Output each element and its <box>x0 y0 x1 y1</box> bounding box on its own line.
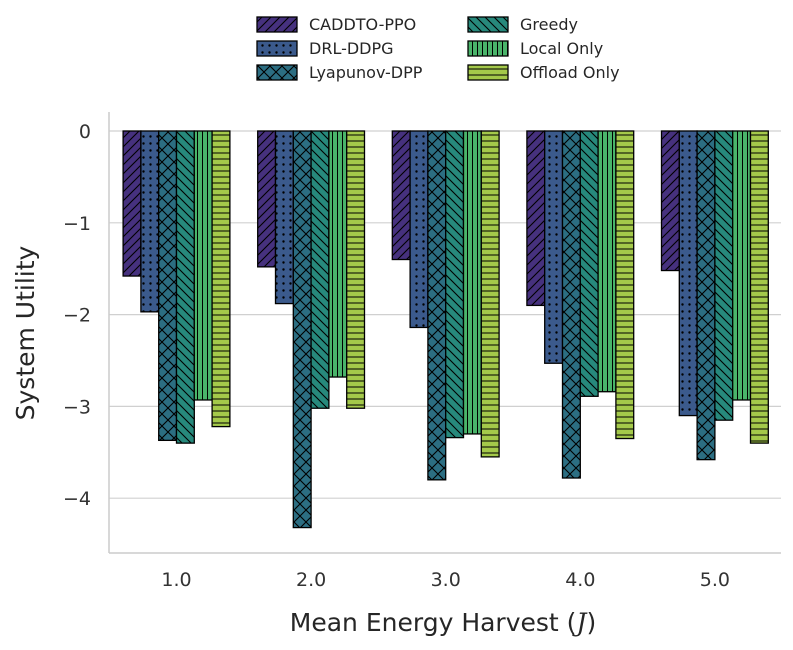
bar-offload-only-2-0 <box>347 131 365 408</box>
bar-offload-only-4-0 <box>616 131 634 439</box>
bar-caddto-ppo-3-0 <box>392 131 410 260</box>
legend-label: Local Only <box>520 39 603 58</box>
bar-drl-ddpg-3-0 <box>410 131 428 327</box>
legend-item-caddto-ppo: CADDTO-PPO <box>257 15 416 34</box>
legend-item-offload-only: Offload Only <box>468 63 620 82</box>
x-tick-label-0: 1.0 <box>161 569 191 591</box>
bar-drl-ddpg-2-0 <box>276 131 294 304</box>
y-tick-label-4: −4 <box>63 488 91 510</box>
x-tick-label-1: 2.0 <box>296 569 326 591</box>
bar-lyapunov-dpp-4-0 <box>563 131 581 478</box>
bar-lyapunov-dpp-1-0 <box>159 131 177 440</box>
bar-local-only-1-0 <box>194 131 212 400</box>
bar-greedy-3-0 <box>446 131 464 438</box>
y-tick-label-2: −2 <box>63 305 91 327</box>
legend-label: Greedy <box>520 15 578 34</box>
bar-local-only-4-0 <box>598 131 616 392</box>
bar-caddto-ppo-5-0 <box>662 131 680 271</box>
bar-caddto-ppo-2-0 <box>258 131 276 267</box>
legend-label: CADDTO-PPO <box>309 15 416 34</box>
bar-local-only-5-0 <box>733 131 751 400</box>
x-axis-title-main: Mean Energy Harvest ( <box>290 608 577 637</box>
x-axis-title: Mean Energy Harvest (J) <box>290 608 596 637</box>
legend-item-local-only: Local Only <box>468 39 603 58</box>
bar-drl-ddpg-4-0 <box>545 131 563 363</box>
bar-local-only-2-0 <box>329 131 347 377</box>
chart-canvas: 0 −1 −2 −3 −4 1.0 2.0 3.0 4.0 5.0 Mean Energy Har… <box>0 0 793 650</box>
x-tick-label-2: 3.0 <box>431 569 461 591</box>
bar-lyapunov-dpp-3-0 <box>428 131 446 480</box>
bar-greedy-1-0 <box>177 131 195 443</box>
legend-item-greedy: Greedy <box>468 15 578 34</box>
legend-label: Lyapunov-DPP <box>309 63 423 82</box>
bar-caddto-ppo-4-0 <box>527 131 545 305</box>
legend-label: DRL-DDPG <box>309 39 394 58</box>
bar-offload-only-1-0 <box>212 131 230 427</box>
y-tick-label-1: −1 <box>63 213 91 235</box>
bar-drl-ddpg-5-0 <box>679 131 697 416</box>
bar-local-only-3-0 <box>464 131 482 434</box>
bar-offload-only-3-0 <box>481 131 499 457</box>
bar-greedy-4-0 <box>580 131 598 396</box>
bar-caddto-ppo-1-0 <box>123 131 141 276</box>
x-tick-label-3: 4.0 <box>565 569 595 591</box>
bar-drl-ddpg-1-0 <box>141 131 159 312</box>
legend-item-lyapunov-dpp: Lyapunov-DPP <box>257 63 423 82</box>
bar-lyapunov-dpp-5-0 <box>697 131 715 460</box>
bar-lyapunov-dpp-2-0 <box>293 131 311 528</box>
legend-label: Offload Only <box>520 63 620 82</box>
bar-offload-only-5-0 <box>751 131 769 443</box>
bar-greedy-5-0 <box>715 131 733 420</box>
legend-item-drl-ddpg: DRL-DDPG <box>257 39 394 58</box>
y-tick-label-3: −3 <box>63 396 91 418</box>
bars <box>123 131 768 528</box>
y-tick-label-0: 0 <box>79 121 91 143</box>
bar-greedy-2-0 <box>311 131 329 408</box>
x-tick-label-4: 5.0 <box>700 569 730 591</box>
y-axis-title: System Utility <box>11 245 40 420</box>
x-axis-title-close: ) <box>586 608 596 637</box>
legend: CADDTO-PPO DRL-DDPG Lyapunov-DPP Greedy Loca… <box>257 15 620 82</box>
